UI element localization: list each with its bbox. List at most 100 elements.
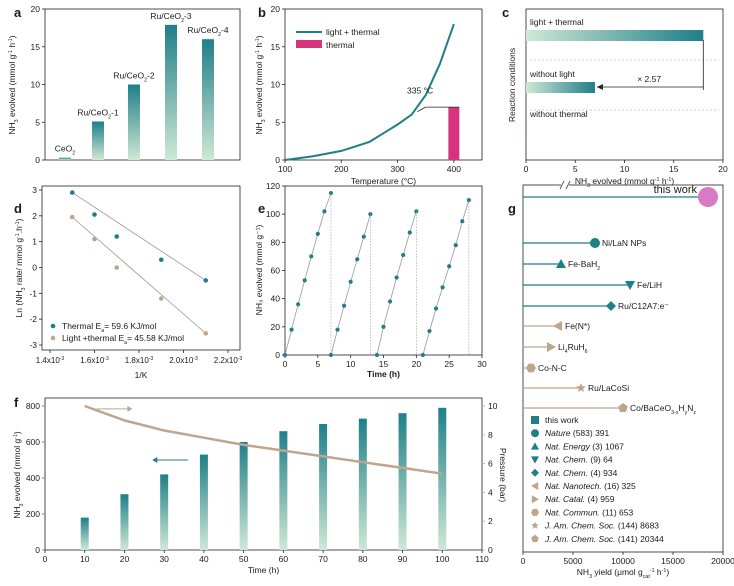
panel-b-y-ticklabel: 20 [271,4,281,14]
panel-a-bar-label: Ru/CeO2-3 [150,11,192,24]
panel-label-f: f [14,395,19,410]
panel-g-legend-label: Nat. Chem. (9) 64 [545,455,613,465]
panel-f-x-ticklabel: 90 [398,554,408,564]
panel-d-y-ticklabel: -1 [29,288,37,298]
panel-d-y-ticklabel: 1 [32,237,37,247]
panel-f-x-ticklabel: 20 [120,554,130,564]
panel-d-x-ticklabel: 1.8x10-3 [125,356,154,365]
panel-g-legend-marker [531,442,539,450]
panel-e-point [440,285,445,290]
panel-e-point [368,212,373,217]
panel-f-x-ticklabel: 60 [279,554,289,564]
panel-a-bar-label: Ru/CeO2-2 [113,71,155,84]
panel-g-legend-marker [531,534,539,543]
panel-g-xlabel: NH3 yield (μmol gcat-1 h-1) [577,567,670,580]
panel-g-legend-marker [531,456,539,464]
panel-d-legend-marker [50,323,56,329]
panel-e-point [387,299,393,304]
panel-c-category: without light [529,69,576,79]
panel-f-y-ticklabel: 600 [26,437,40,447]
panel-c-x-ticklabel: 15 [669,164,679,174]
panel-a-bar [92,121,104,160]
panel-a-y-ticklabel: 15 [31,42,41,52]
panel-label-a: a [14,5,22,20]
panel-g-marker [576,383,586,393]
panel-d-legend-marker [50,335,56,341]
panel-e-point [394,275,399,280]
panel-e-y-ticklabel: 40 [271,294,281,304]
panel-d-x-ticklabel: 2.2x10-3 [214,356,243,365]
panel-c-x-ticklabel: 10 [620,164,630,174]
panel-e-point [433,306,439,311]
panel-g-item-label: Co/BaCeO3-xHyNz [630,403,696,416]
panel-g-legend-label: this work [545,415,579,425]
panel-f-x-ticklabel: 0 [43,554,48,564]
panel-b-legend-label-1: thermal [326,40,354,50]
panel-f-bar-arrowhead [152,457,158,463]
panel-c-x-ticklabel: 5 [573,164,578,174]
panel-d-legend-label: Thermal Ea= 59.6 KJ/mol [62,321,156,334]
panel-e-x-ticklabel: 5 [315,359,320,369]
panel-e-cycle-line [284,192,332,356]
panel-f-bar [279,431,288,550]
panel-a-bar [202,39,214,161]
panel-e-point [447,264,452,269]
panel-label-b: b [258,5,266,20]
panel-c-x-ticklabel: 20 [718,164,728,174]
panel-a-bar [59,157,71,160]
panel-e-cycle-line [422,199,470,356]
panel-c-xlabel: NH3 evolved (mmol g-1 h-1) [575,176,674,189]
panel-g-marker [625,281,635,290]
panel-d-point [69,190,75,195]
panel-g-legend-label: Nature (583) 391 [545,428,610,438]
panel-b-y-ticklabel: 10 [271,80,281,90]
panel-b-light-thermal-line [284,23,455,161]
panel-e-frame [284,185,483,356]
panel-d-point [158,296,164,301]
panel-e-x-ticklabel: 0 [283,359,288,369]
panel-f-bar [438,407,447,550]
panel-g-marker [606,301,616,311]
panel-g-marker [698,187,718,207]
panel-f-bar [319,424,328,550]
panel-b-annotation-leader [417,106,426,113]
panel-d-y-ticklabel: 0 [32,263,37,273]
panel-a-y-ticklabel: 10 [31,80,41,90]
panel-d-x-ticklabel: 1.4x10-3 [36,356,65,365]
panel-f-frame [44,397,483,551]
panel-c-bar [526,82,595,93]
panel-d-point [114,265,120,270]
panel-e-y-ticklabel: 100 [266,209,280,219]
panel-c-category: without thermal [529,109,588,119]
panel-e-point [289,327,294,332]
panel-e-point [342,303,347,308]
panel-e-point [460,219,465,224]
panel-g-marker [618,403,628,413]
panel-d-xlabel: 1/K [135,370,148,380]
panel-c-x-ticklabel: 0 [524,164,529,174]
panel-g-legend-marker [531,429,539,438]
panel-a-bar-label: Ru/CeO2-1 [77,107,119,120]
panel-e-x-ticklabel: 15 [379,359,389,369]
panel-g-legend-label: Nat. Catal. (4) 959 [545,494,615,504]
panel-d-y-ticklabel: 3 [32,185,37,195]
panel-g-marker [590,238,600,248]
panel-g-item-label: this work [654,184,698,196]
panel-e-ylabel: NH₃ evolved (mmol g⁻¹) [254,225,264,316]
panel-e-point [407,230,412,235]
panel-f-bar [120,494,129,550]
panel-d-legend-label: Light +thermal Ea= 45.58 KJ/mol [62,333,184,346]
panel-f-bar [199,454,208,550]
panel-g-item-label: Fe-BaH2 [568,259,600,272]
panel-f-y-ticklabel: 400 [26,473,40,483]
panel-d-ylabel: Ln (NH3 rate/ mmol g-1.h-1) [14,218,27,317]
panel-f-xlabel: Time (h) [248,565,279,575]
panel-g-legend-marker [531,495,539,504]
panel-d-frame [41,185,241,351]
panel-b-y-ticklabel: 15 [271,42,281,52]
panel-b-thermal-bar [448,107,460,160]
panel-label-g: g [508,201,516,216]
panel-f-y2-ticklabel: 8 [488,430,493,440]
panel-d-y-ticklabel: -2 [29,314,37,324]
panel-e-x-ticklabel: 25 [444,359,454,369]
